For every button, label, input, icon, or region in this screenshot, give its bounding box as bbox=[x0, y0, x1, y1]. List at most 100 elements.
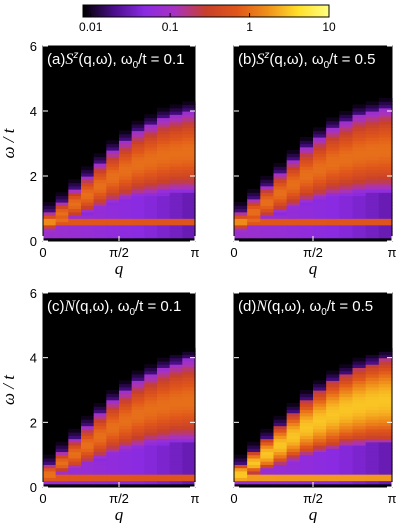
panel-c: 0 2 4 6 0 π/2 π q ω / t (c)N(q,ω), ω0/t = 0.1 bbox=[0, 286, 200, 523]
heatmap-cell bbox=[169, 117, 183, 122]
heatmap-cell bbox=[131, 176, 145, 180]
heatmap-cell bbox=[182, 396, 196, 401]
heatmap-cell bbox=[313, 234, 327, 239]
heatmap-cell bbox=[313, 470, 327, 475]
heatmap-cell bbox=[247, 454, 261, 459]
heatmap-cell bbox=[247, 189, 261, 193]
heatmap-cell bbox=[326, 198, 340, 203]
heatmap-cell bbox=[365, 211, 380, 216]
heatmap-cell bbox=[144, 454, 158, 459]
heatmap-cell bbox=[182, 377, 196, 381]
heatmap-cell bbox=[339, 444, 354, 449]
heatmap-cell bbox=[81, 179, 95, 184]
heatmap-cell bbox=[247, 205, 261, 210]
heatmap-cell bbox=[81, 470, 95, 475]
heatmap-cell bbox=[326, 208, 340, 213]
heatmap-cell bbox=[365, 351, 380, 356]
heatmap-cell bbox=[119, 192, 133, 197]
heatmap-cell bbox=[378, 383, 393, 388]
heatmap-cell bbox=[326, 140, 340, 145]
heatmap-cell bbox=[326, 231, 340, 236]
heatmap-cell bbox=[182, 117, 196, 122]
heatmap-cell bbox=[365, 198, 380, 203]
heatmap-cell bbox=[378, 189, 393, 193]
heatmap-cell bbox=[286, 464, 301, 469]
heatmap-cell bbox=[339, 208, 354, 213]
heatmap-cell bbox=[378, 419, 393, 423]
heatmap-cell bbox=[378, 224, 393, 229]
heatmap-cell bbox=[144, 390, 158, 394]
heatmap-cell bbox=[106, 166, 120, 171]
heatmap-cell bbox=[144, 377, 158, 381]
heatmap-cell bbox=[93, 480, 107, 485]
heatmap-cell bbox=[144, 185, 158, 190]
heatmap-cell bbox=[365, 364, 380, 368]
heatmap-cell bbox=[326, 419, 340, 423]
heatmap-cell bbox=[378, 425, 393, 430]
heatmap-cell bbox=[339, 399, 354, 404]
heatmap-cell bbox=[93, 208, 107, 213]
heatmap-cell bbox=[157, 441, 171, 446]
heatmap-cell bbox=[169, 182, 183, 187]
heatmap-cell bbox=[365, 448, 380, 453]
heatmap-cell bbox=[365, 393, 380, 398]
heatmap-cell bbox=[169, 351, 183, 356]
heatmap-cell bbox=[365, 444, 380, 449]
heatmap-cell bbox=[157, 399, 171, 404]
heatmap-cell bbox=[339, 224, 354, 229]
heatmap-cell bbox=[81, 419, 95, 423]
heatmap-cell bbox=[182, 415, 196, 420]
heatmap-cell bbox=[352, 211, 367, 216]
heatmap-cell bbox=[169, 419, 183, 423]
heatmap-cell bbox=[352, 224, 367, 229]
heatmap-cell bbox=[273, 221, 288, 226]
heatmap-cell bbox=[169, 438, 183, 443]
heatmap-cell bbox=[234, 215, 248, 219]
heatmap-cell bbox=[299, 163, 314, 167]
heatmap-cell bbox=[339, 393, 354, 398]
heatmap-cell bbox=[326, 224, 340, 229]
heatmap-cell bbox=[339, 406, 354, 410]
heatmap-cell bbox=[144, 444, 158, 449]
heatmap-cell bbox=[260, 221, 275, 226]
heatmap-cell bbox=[144, 477, 158, 482]
heatmap-cell bbox=[365, 130, 380, 135]
heatmap-cell bbox=[313, 415, 327, 420]
heatmap-cell bbox=[68, 224, 82, 229]
heatmap-cell bbox=[157, 464, 171, 469]
heatmap-cell bbox=[119, 185, 133, 190]
heatmap-cell bbox=[299, 444, 314, 449]
heatmap-cell bbox=[260, 480, 275, 485]
heatmap-cell bbox=[365, 114, 380, 119]
heatmap-cell bbox=[106, 412, 120, 417]
x-tick-label: π bbox=[388, 245, 397, 260]
heatmap-cell bbox=[352, 231, 367, 236]
heatmap-cell bbox=[93, 457, 107, 462]
heatmap-cell bbox=[68, 454, 82, 459]
heatmap-cell bbox=[378, 117, 393, 122]
heatmap-cell bbox=[260, 218, 275, 223]
heatmap-cell bbox=[182, 428, 196, 433]
heatmap-cell bbox=[286, 419, 301, 423]
heatmap-cell bbox=[182, 393, 196, 398]
heatmap-cell bbox=[169, 140, 183, 145]
heatmap-cell bbox=[299, 432, 314, 436]
heatmap-cell bbox=[378, 166, 393, 171]
heatmap-cell bbox=[247, 231, 261, 236]
x-tick-label: π/2 bbox=[303, 491, 323, 506]
heatmap-cell bbox=[169, 373, 183, 378]
heatmap-cell bbox=[157, 120, 171, 125]
heatmap-cell bbox=[157, 114, 171, 119]
heatmap-cell bbox=[157, 448, 171, 453]
heatmap-cell bbox=[234, 470, 248, 475]
heatmap-cell bbox=[273, 176, 288, 180]
heatmap-cell bbox=[286, 218, 301, 223]
heatmap-cell bbox=[378, 448, 393, 453]
heatmap-cell bbox=[106, 444, 120, 449]
heatmap-cell bbox=[182, 432, 196, 436]
heatmap-cell bbox=[106, 231, 120, 236]
heatmap-cell bbox=[299, 137, 314, 141]
heatmap-cell bbox=[55, 480, 69, 485]
heatmap-cell bbox=[131, 386, 145, 391]
heatmap-cell bbox=[378, 370, 393, 375]
